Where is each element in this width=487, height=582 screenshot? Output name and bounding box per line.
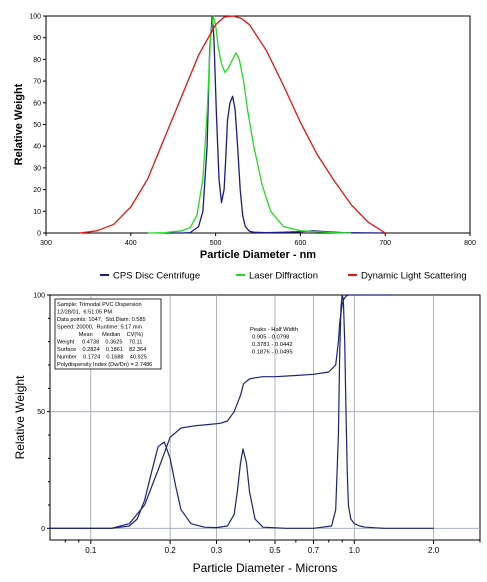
- y-tick-label: 10: [33, 209, 41, 216]
- info-box-line: Speed: 20000, Runtime: 5.17 min: [57, 325, 142, 331]
- info-box-line: Surface 0.2824 0.1861 82.364: [57, 347, 146, 353]
- info-box: [54, 298, 162, 370]
- x-tick-label: 800: [464, 240, 476, 247]
- y-tick-label: 0: [37, 231, 41, 238]
- chart-top-x-axis-label: Particle Diameter - nm: [200, 249, 316, 261]
- series-line-distribution: [50, 294, 434, 529]
- series-line-3: [79, 15, 386, 234]
- peaks-table-line: 0.3781 - 0.0442: [252, 342, 293, 348]
- x-tick-label: 0.1: [85, 546, 97, 555]
- legend-label: CPS Disc Centrifuge: [113, 271, 200, 282]
- chart-bottom-x-axis-label: Particle Diameter - Microns: [193, 561, 338, 575]
- chart-top: 0 10 20 30 40 50 60 70 80 90 100 300 400 500 600 700 80…: [13, 14, 476, 282]
- x-tick-label: 300: [40, 240, 52, 247]
- peaks-table-line: 0.905 - 0.0798: [252, 335, 289, 341]
- y-tick-label: 50: [33, 122, 41, 129]
- x-tick-label: 0.5: [269, 546, 281, 555]
- series-line-cumulative: [50, 294, 393, 529]
- x-tick-label: 1.0: [349, 546, 361, 555]
- y-tick-label: 0: [41, 526, 45, 533]
- x-tick-label: 2.0: [428, 546, 440, 555]
- x-tick-label: 0.3: [211, 546, 223, 555]
- y-tick-label: 100: [33, 293, 45, 300]
- x-tick-label: 700: [379, 240, 391, 247]
- x-tick-label: 500: [210, 240, 222, 247]
- x-tick-label: 0.2: [165, 546, 177, 555]
- series-line-2: [147, 15, 352, 234]
- info-box-line: Polydispersity Index (Dw/Dn) = 2.7486: [57, 362, 152, 368]
- peaks-table-line: Peaks - Half Width: [250, 327, 298, 333]
- info-box-line: Mean Median CV(%): [57, 332, 143, 338]
- legend-label: Dynamic Light Scattering: [361, 271, 467, 282]
- chart-top-y-axis-label: Relative Weight: [13, 83, 25, 165]
- y-tick-label: 60: [33, 100, 41, 107]
- y-tick-label: 30: [33, 165, 41, 172]
- chart-top-plot-area: [45, 15, 471, 234]
- chart-top-legend: CPS Disc Centrifuge Laser Diffraction Dyna…: [100, 271, 467, 282]
- peaks-table-line: 0.1876 - 0.0495: [252, 350, 293, 356]
- x-tick-label: 600: [295, 240, 307, 247]
- series-line-1: [164, 15, 386, 234]
- chart-bottom: 0 50 100 0.1 0.2 0.3 0.5 0.7 1.0 2.0 Sample: Tri…: [13, 293, 481, 575]
- y-tick-label: 40: [33, 144, 41, 151]
- y-tick-label: 100: [29, 14, 41, 21]
- info-box-line: Data points: 1047, Std.Diam: 0.585: [57, 317, 146, 323]
- x-tick-label: 400: [125, 240, 137, 247]
- y-tick-label: 80: [33, 57, 41, 64]
- info-box-line: 12/28/01, 6:51:05 PM: [57, 310, 112, 316]
- y-tick-label: 70: [33, 79, 41, 86]
- y-tick-label: 20: [33, 187, 41, 194]
- legend-label: Laser Diffraction: [249, 271, 318, 282]
- x-tick-label: 0.7: [308, 546, 320, 555]
- info-box-line: Number 0.1724 0.1688 40.925: [57, 355, 147, 361]
- chart-bottom-y-axis-label: Relative Weight: [13, 375, 27, 459]
- info-box-line: Weight 0.4738 0.3625 70.11: [57, 340, 142, 346]
- y-tick-label: 90: [33, 35, 41, 42]
- info-box-line: Sample: Trimodal PVC Dispersion: [57, 302, 142, 308]
- y-tick-label: 50: [37, 409, 45, 416]
